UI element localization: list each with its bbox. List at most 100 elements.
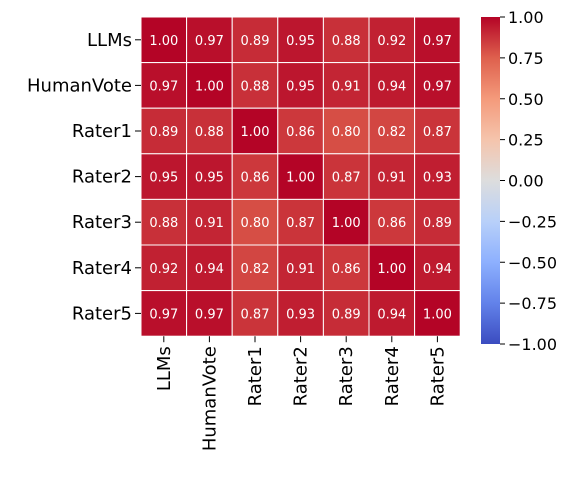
cell-value-label: 0.86 xyxy=(332,262,361,277)
heatmap-cell xyxy=(186,153,233,200)
cell-value-label: 0.92 xyxy=(149,262,178,277)
colorbar-tick-label: −1.00 xyxy=(508,335,557,354)
cell-value-label: 0.88 xyxy=(195,125,224,140)
heatmap-cell xyxy=(186,107,233,155)
cell-value-label: 1.00 xyxy=(149,34,178,49)
heatmap-cell xyxy=(277,244,324,292)
heatmap-cell xyxy=(414,244,461,292)
heatmap-cell xyxy=(140,290,188,337)
row-label: Rater4 xyxy=(72,258,132,279)
cell-value-label: 0.97 xyxy=(149,79,178,94)
cell-value-label: 0.95 xyxy=(286,34,315,49)
cell-value-label: 1.00 xyxy=(377,262,406,277)
heatmap-cells: 1.00 0.97 0.89 0.95 0.88 0.92 0.97 0.97 1.00 0.88… xyxy=(140,16,461,337)
column-label: Rater5 xyxy=(427,346,448,406)
heatmap-cell xyxy=(414,290,461,337)
heatmap-cell xyxy=(231,62,279,109)
heatmap-cell xyxy=(140,244,188,292)
row-label: Rater3 xyxy=(72,212,132,233)
cell-value-label: 0.94 xyxy=(377,307,406,322)
row-label: HumanVote xyxy=(27,75,132,96)
heatmap-cell xyxy=(322,62,370,109)
column-labels: LLMs HumanVote Rater1 Rater2 Rater3 Rater4 Rat… xyxy=(154,336,448,451)
cell-value-label: 0.86 xyxy=(377,216,406,231)
column-label: Rater3 xyxy=(336,346,357,406)
colorbar-gradient xyxy=(481,17,500,344)
cell-value-label: 0.97 xyxy=(149,307,178,322)
cell-value-label: 0.91 xyxy=(332,79,361,94)
column-label: Rater4 xyxy=(382,346,403,406)
cell-value-label: 0.94 xyxy=(423,262,452,277)
cell-value-label: 0.88 xyxy=(149,216,178,231)
column-label: Rater2 xyxy=(291,346,312,406)
colorbar-tick-label: −0.50 xyxy=(508,253,557,272)
heatmap-cell xyxy=(231,290,279,337)
colorbar-tick-label: 0.50 xyxy=(508,90,544,109)
heatmap-cell xyxy=(414,153,461,200)
column-label: HumanVote xyxy=(199,346,220,451)
colorbar-tick-label: −0.75 xyxy=(508,294,557,313)
row-label: Rater2 xyxy=(72,167,132,188)
row-labels: LLMs HumanVote Rater1 Rater2 Rater3 Rater4 Rat… xyxy=(27,30,141,324)
row-label: LLMs xyxy=(87,30,132,51)
cell-value-label: 0.89 xyxy=(332,307,361,322)
heatmap-cell xyxy=(140,153,188,200)
heatmap-cell xyxy=(277,290,324,337)
cell-value-label: 0.80 xyxy=(332,125,361,140)
colorbar-tick-label: 1.00 xyxy=(508,8,544,27)
cell-value-label: 0.97 xyxy=(195,307,224,322)
cell-value-label: 0.94 xyxy=(195,262,224,277)
cell-value-label: 0.95 xyxy=(149,171,178,186)
cell-value-label: 1.00 xyxy=(332,216,361,231)
cell-value-label: 0.86 xyxy=(241,171,270,186)
cell-value-label: 0.93 xyxy=(286,307,315,322)
cell-value-label: 0.91 xyxy=(195,216,224,231)
heatmap-cell xyxy=(231,107,279,155)
cell-value-label: 0.91 xyxy=(377,171,406,186)
cell-value-label: 0.97 xyxy=(423,79,452,94)
heatmap-cell xyxy=(322,290,370,337)
colorbar: 1.00 0.75 0.50 0.25 0.00 −0.25 −0.50 −0.75 −1.00 xyxy=(481,8,557,354)
column-label: Rater1 xyxy=(245,346,266,406)
colorbar-tick-label: 0.75 xyxy=(508,49,544,68)
cell-value-label: 0.86 xyxy=(286,125,315,140)
cell-value-label: 1.00 xyxy=(286,171,315,186)
cell-value-label: 0.94 xyxy=(377,79,406,94)
colorbar-tick-label: −0.25 xyxy=(508,212,557,231)
heatmap-cell xyxy=(277,107,324,155)
heatmap-cell xyxy=(322,244,370,292)
colorbar-tick-label: 0.25 xyxy=(508,131,544,150)
cell-value-label: 0.95 xyxy=(195,171,224,186)
row-label: Rater5 xyxy=(72,303,132,324)
cell-value-label: 0.87 xyxy=(423,125,452,140)
cell-value-label: 0.93 xyxy=(423,171,452,186)
heatmap-cell xyxy=(368,16,416,64)
cell-value-label: 0.87 xyxy=(241,307,270,322)
cell-value-label: 0.87 xyxy=(286,216,315,231)
heatmap-cell xyxy=(368,153,416,200)
heatmap-cell xyxy=(414,107,461,155)
heatmap-cell xyxy=(322,107,370,155)
cell-value-label: 0.97 xyxy=(195,34,224,49)
heatmap-cell xyxy=(368,290,416,337)
colorbar-tick-label: 0.00 xyxy=(508,172,544,191)
heatmap-cell xyxy=(186,244,233,292)
cell-value-label: 0.89 xyxy=(241,34,270,49)
cell-value-label: 0.80 xyxy=(241,216,270,231)
cell-value-label: 0.88 xyxy=(332,34,361,49)
cell-value-label: 0.82 xyxy=(377,125,406,140)
cell-value-label: 1.00 xyxy=(195,79,224,94)
cell-value-label: 0.91 xyxy=(286,262,315,277)
heatmap-cell xyxy=(231,198,279,246)
heatmap-cell xyxy=(140,198,188,246)
heatmap-cell xyxy=(186,16,233,64)
cell-value-label: 0.89 xyxy=(149,125,178,140)
heatmap-cell xyxy=(368,107,416,155)
column-label: LLMs xyxy=(154,346,175,391)
heatmap-cell xyxy=(414,62,461,109)
cell-value-label: 1.00 xyxy=(241,125,270,140)
cell-value-label: 0.95 xyxy=(286,79,315,94)
cell-value-label: 1.00 xyxy=(423,307,452,322)
cell-value-label: 0.92 xyxy=(377,34,406,49)
